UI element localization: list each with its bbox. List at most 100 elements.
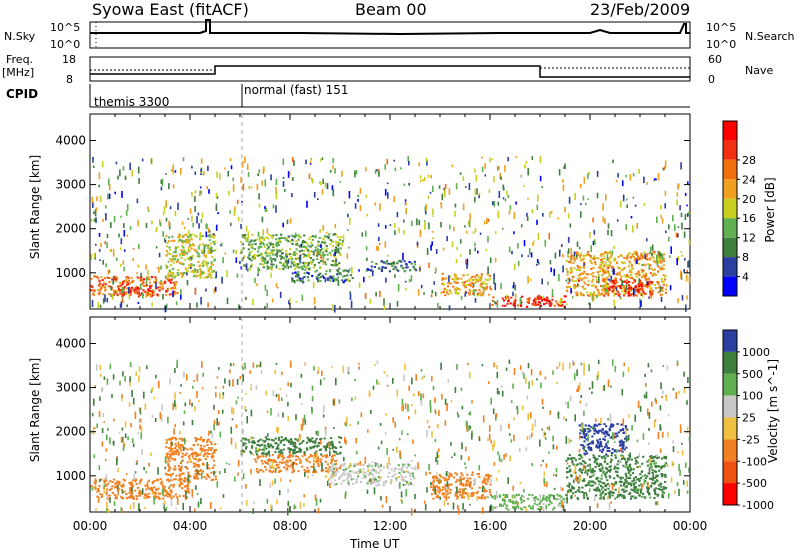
power-pixel	[656, 254, 659, 257]
power-pixel	[337, 276, 340, 279]
velocity-pixel	[194, 465, 197, 468]
power-echo	[222, 257, 224, 264]
velocity-pixel	[458, 488, 461, 491]
velocity-pixel	[634, 459, 638, 462]
power-pixel	[618, 293, 621, 296]
velocity-echo	[385, 413, 387, 416]
power-echo	[185, 269, 188, 275]
velocity-pixel	[181, 445, 184, 448]
power-pixel	[600, 253, 603, 256]
power-pixel	[182, 274, 185, 277]
velocity-pixel	[271, 471, 274, 474]
velocity-pixel	[265, 447, 268, 450]
power-pixel	[441, 283, 444, 285]
velocity-pixel	[314, 453, 317, 456]
velocity-pixel	[471, 473, 474, 476]
power-echo	[686, 213, 689, 217]
power-pixel	[629, 285, 632, 288]
power-pixel	[660, 261, 663, 264]
power-pixel	[619, 278, 622, 281]
velocity-pixel	[168, 447, 171, 450]
power-pixel	[306, 276, 309, 279]
cpid-label: CPID	[6, 87, 39, 101]
power-pixel	[348, 279, 351, 282]
power-echo	[337, 247, 340, 253]
velocity-pixel	[557, 503, 560, 506]
power-pixel	[299, 261, 302, 264]
power-pixel	[456, 281, 459, 284]
power-echo	[496, 300, 499, 308]
power-echo	[569, 259, 572, 263]
velocity-pixel	[120, 485, 123, 487]
power-pixel	[616, 285, 619, 288]
power-pixel	[642, 290, 645, 293]
power-echo	[309, 163, 312, 165]
velocity-pixel	[505, 507, 508, 510]
velocity-echo	[144, 506, 146, 510]
velocity-echo	[182, 446, 185, 451]
velocity-pixel	[455, 494, 458, 497]
velocity-pixel	[146, 496, 149, 499]
velocity-pixel	[275, 461, 278, 464]
velocity-pixel	[530, 507, 533, 510]
velocity-pixel	[187, 471, 190, 474]
velocity-pixel	[622, 488, 625, 491]
power-pixel	[272, 243, 275, 246]
velocity-pixel	[432, 476, 435, 479]
velocity-pixel	[460, 496, 463, 499]
power-echo	[183, 226, 186, 230]
power-echo	[419, 179, 422, 183]
power-pixel	[289, 248, 292, 251]
power-pixel	[479, 291, 482, 294]
power-pixel	[166, 252, 170, 255]
velocity-pixel	[349, 464, 352, 467]
power-echo	[454, 203, 457, 208]
power-pixel	[520, 304, 523, 307]
velocity-pixel	[654, 476, 657, 479]
velocity-pixel	[588, 483, 591, 486]
velocity-pixel	[186, 461, 189, 464]
velocity-pixel	[135, 495, 138, 498]
power-echo	[408, 279, 411, 283]
velocity-pixel	[267, 442, 270, 445]
velocity-pixel	[621, 454, 624, 457]
power-echo	[321, 189, 324, 195]
power-pixel	[645, 255, 648, 258]
velocity-pixel	[534, 495, 537, 498]
velocity-pixel	[174, 442, 177, 445]
velocity-pixel	[286, 439, 289, 442]
power-echo	[365, 194, 368, 198]
power-pixel	[306, 248, 309, 251]
velocity-pixel	[442, 486, 445, 489]
velocity-pixel	[255, 453, 259, 456]
velocity-pixel	[179, 477, 182, 480]
power-pixel	[202, 263, 205, 266]
power-echo	[686, 269, 688, 274]
power-pixel	[333, 253, 336, 256]
velocity-pixel	[314, 469, 317, 472]
velocity-pixel	[130, 481, 133, 484]
velocity-pixel	[549, 500, 552, 503]
power-pixel	[152, 293, 155, 296]
velocity-pixel	[154, 492, 157, 495]
velocity-pixel	[619, 429, 623, 432]
power-pixel	[138, 292, 141, 295]
power-echo	[90, 218, 93, 222]
power-echo	[658, 251, 660, 255]
velocity-pixel	[646, 464, 649, 467]
power-echo	[210, 246, 213, 254]
power-echo	[497, 210, 500, 219]
power-echo	[484, 220, 486, 225]
power-echo	[541, 186, 543, 188]
power-echo	[675, 232, 678, 238]
power-pixel	[96, 276, 99, 278]
velocity-pixel	[180, 437, 183, 440]
power-pixel	[609, 261, 612, 264]
power-pixel	[576, 264, 579, 267]
power-pixel	[638, 285, 641, 287]
power-pixel	[644, 284, 647, 286]
power-echo	[121, 191, 123, 198]
velocity-pixel	[641, 475, 644, 478]
velocity-echo	[610, 385, 612, 388]
velocity-pixel	[146, 487, 149, 490]
